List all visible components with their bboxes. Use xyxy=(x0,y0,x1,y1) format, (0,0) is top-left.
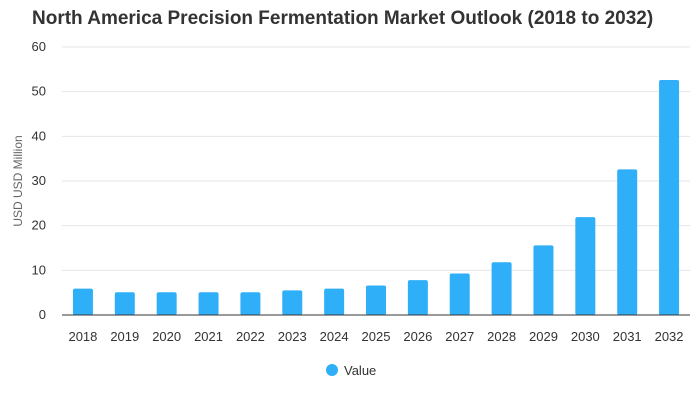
x-tick-label: 2021 xyxy=(194,329,223,344)
x-tick-label: 2032 xyxy=(655,329,684,344)
bar-2021[interactable] xyxy=(198,292,219,315)
x-tick-label: 2031 xyxy=(613,329,642,344)
bar-2029[interactable] xyxy=(533,245,554,315)
x-tick-label: 2025 xyxy=(362,329,391,344)
y-tick-label: 50 xyxy=(32,84,46,99)
x-tick-label: 2027 xyxy=(445,329,474,344)
bars xyxy=(72,80,680,315)
x-tick-label: 2029 xyxy=(529,329,558,344)
x-tick-label: 2022 xyxy=(236,329,265,344)
x-tick-label: 2023 xyxy=(278,329,307,344)
x-tick-label: 2020 xyxy=(152,329,181,344)
chart-title: North America Precision Fermentation Mar… xyxy=(32,8,654,29)
legend[interactable]: Value xyxy=(326,363,376,378)
legend-label-value[interactable]: Value xyxy=(344,363,376,378)
bar-2022[interactable] xyxy=(240,292,261,315)
bar-2025[interactable] xyxy=(366,285,386,315)
legend-marker-value[interactable] xyxy=(326,364,338,376)
y-axis-title: USD USD Million xyxy=(11,135,25,226)
bar-2027[interactable] xyxy=(449,273,470,315)
y-axis-ticks: 0 10 20 30 40 50 60 xyxy=(32,39,46,322)
y-tick-label: 60 xyxy=(32,39,46,54)
y-tick-label: 40 xyxy=(32,128,46,143)
bar-2019[interactable] xyxy=(114,292,135,315)
grid-lines xyxy=(62,46,690,271)
x-tick-label: 2026 xyxy=(403,329,432,344)
x-tick-label: 2030 xyxy=(571,329,600,344)
x-axis-ticks: 2018 2019 2020 2021 2022 2023 2024 2025 2026 2027… xyxy=(68,329,683,344)
bar-2018[interactable] xyxy=(72,288,93,315)
x-tick-label: 2019 xyxy=(110,329,139,344)
bar-2020[interactable] xyxy=(156,292,177,315)
x-tick-label: 2028 xyxy=(487,329,516,344)
bar-2030[interactable] xyxy=(575,217,596,315)
y-tick-label: 0 xyxy=(39,307,46,322)
bar-2026[interactable] xyxy=(407,280,428,315)
bar-2028[interactable] xyxy=(491,262,512,315)
x-tick-label: 2024 xyxy=(320,329,349,344)
y-tick-label: 30 xyxy=(32,173,46,188)
y-tick-label: 10 xyxy=(32,262,46,277)
bar-2023[interactable] xyxy=(282,290,303,315)
bar-2031[interactable] xyxy=(617,169,638,315)
y-tick-label: 20 xyxy=(32,218,46,233)
bar-2024[interactable] xyxy=(324,288,345,315)
bar-2032[interactable] xyxy=(659,80,680,315)
x-tick-label: 2018 xyxy=(68,329,97,344)
